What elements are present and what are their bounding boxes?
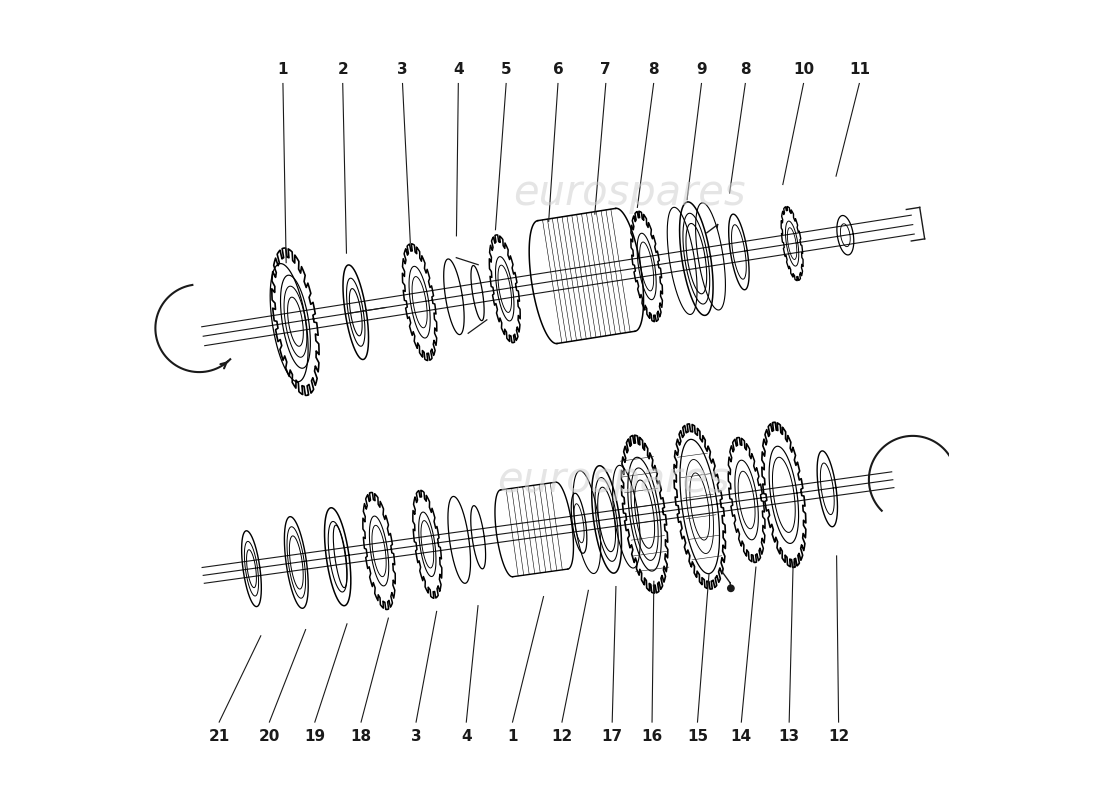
Text: 14: 14 <box>730 729 752 744</box>
Text: 3: 3 <box>410 729 421 744</box>
Text: 11: 11 <box>849 62 870 77</box>
Text: eurospares: eurospares <box>497 458 730 501</box>
Text: 19: 19 <box>305 729 326 744</box>
Text: 8: 8 <box>648 62 659 77</box>
Text: 1: 1 <box>277 62 288 77</box>
Text: 12: 12 <box>551 729 573 744</box>
Text: 4: 4 <box>461 729 472 744</box>
Text: 6: 6 <box>552 62 563 77</box>
Circle shape <box>728 585 734 591</box>
Text: 3: 3 <box>397 62 408 77</box>
Text: eurospares: eurospares <box>514 172 746 214</box>
Text: 5: 5 <box>500 62 512 77</box>
Text: 15: 15 <box>686 729 708 744</box>
Text: 21: 21 <box>209 729 230 744</box>
Text: 10: 10 <box>793 62 814 77</box>
Text: 2: 2 <box>338 62 348 77</box>
Text: 16: 16 <box>641 729 662 744</box>
Text: 17: 17 <box>602 729 623 744</box>
Text: 18: 18 <box>351 729 372 744</box>
Text: 13: 13 <box>779 729 800 744</box>
Text: 4: 4 <box>453 62 463 77</box>
Text: 20: 20 <box>258 729 280 744</box>
Text: 7: 7 <box>601 62 612 77</box>
Text: 1: 1 <box>507 729 518 744</box>
Text: 8: 8 <box>740 62 750 77</box>
Text: 12: 12 <box>828 729 849 744</box>
Text: 9: 9 <box>696 62 707 77</box>
